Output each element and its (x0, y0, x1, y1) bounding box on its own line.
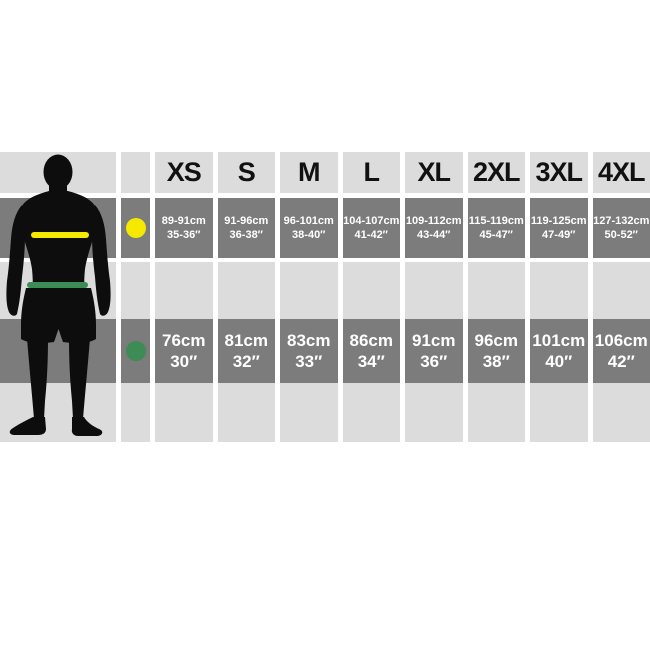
size-header-s: S (217, 152, 275, 193)
spacer-cell (592, 383, 650, 442)
spacer-cell (280, 262, 338, 319)
waist-cell-3xl: 101cm 40″ (530, 319, 588, 383)
waist-cm: 86cm (349, 331, 393, 350)
size-header-l: L (342, 152, 400, 193)
waist-cm: 83cm (287, 331, 331, 350)
chest-cell-xs: 89-91cm 35-36″ (155, 198, 213, 258)
spacer-cell (217, 383, 275, 442)
waist-inches: 32″ (232, 352, 260, 371)
chest-cm: 104-107cm (343, 215, 400, 227)
chest-inches: 50-52″ (604, 229, 638, 241)
waist-cell-l: 86cm 34″ (342, 319, 400, 383)
waist-cm: 96cm (474, 331, 518, 350)
chest-cell-4xl: 127-132cm 50-52″ (592, 198, 650, 258)
waist-marker-icon (125, 341, 146, 361)
spacer-row (0, 262, 650, 319)
chest-cell-l: 104-107cm 41-42″ (342, 198, 400, 258)
chest-cm: 91-96cm (224, 215, 269, 227)
chest-cm: 115-119cm (468, 215, 524, 227)
chest-inches: 38-40″ (292, 229, 326, 241)
size-header-row: XS S M L XL 2XL 3XL 4XL (0, 152, 650, 193)
chest-cell-m: 96-101cm 38-40″ (280, 198, 338, 258)
chest-cm: 109-112cm (405, 215, 462, 227)
spacer-cell (530, 383, 588, 442)
chest-inches: 41-42″ (354, 229, 388, 241)
waist-cm: 81cm (224, 331, 268, 350)
spacer-cell (405, 262, 463, 319)
chest-inches: 36-38″ (229, 229, 263, 241)
spacer-cell (155, 262, 213, 319)
figure-panel-mid (0, 262, 116, 319)
waist-cm: 76cm (162, 331, 206, 350)
waist-cell-s: 81cm 32″ (217, 319, 275, 383)
chest-inches: 47-49″ (542, 229, 576, 241)
waist-cm: 91cm (412, 331, 456, 350)
figure-panel-chest-band (0, 198, 116, 258)
spacer-cell (155, 383, 213, 442)
waist-cell-xl: 91cm 36″ (405, 319, 463, 383)
chest-marker-icon (125, 218, 146, 238)
chest-inches: 45-47″ (479, 229, 513, 241)
waist-inches: 34″ (357, 352, 385, 371)
waist-inches: 42″ (607, 352, 635, 371)
chest-cell-3xl: 119-125cm 47-49″ (530, 198, 588, 258)
size-header-4xl: 4XL (592, 152, 650, 193)
chest-cell-s: 91-96cm 36-38″ (217, 198, 275, 258)
chest-cm: 127-132cm (593, 215, 650, 227)
spacer-cell (592, 262, 650, 319)
waist-cell-xs: 76cm 30″ (155, 319, 213, 383)
waist-inches: 40″ (545, 352, 573, 371)
chest-cell-xl: 109-112cm 43-44″ (405, 198, 463, 258)
waist-cell-4xl: 106cm 42″ (592, 319, 650, 383)
marker-column-mid (121, 262, 150, 319)
figure-panel-header (0, 152, 116, 193)
size-header-xl: XL (405, 152, 463, 193)
size-header-3xl: 3XL (530, 152, 588, 193)
chest-cell-2xl: 115-119cm 45-47″ (467, 198, 525, 258)
waist-inches: 30″ (170, 352, 198, 371)
spacer-cell (467, 383, 525, 442)
spacer-cell (342, 383, 400, 442)
waist-inches: 38″ (482, 352, 510, 371)
spacer-cell (342, 262, 400, 319)
marker-column-bottom (121, 383, 150, 442)
spacer-cell (467, 262, 525, 319)
chest-cm: 89-91cm (161, 215, 206, 227)
figure-panel-bottom (0, 383, 116, 442)
waist-inches: 36″ (420, 352, 448, 371)
spacer-cell (280, 383, 338, 442)
size-header-m: M (280, 152, 338, 193)
chest-marker-cell (121, 198, 150, 258)
chest-cm: 96-101cm (283, 215, 334, 227)
waist-cell-2xl: 96cm 38″ (467, 319, 525, 383)
chest-inches: 43-44″ (417, 229, 451, 241)
waist-marker-cell (121, 319, 150, 383)
size-header-2xl: 2XL (467, 152, 525, 193)
spacer-cell (405, 383, 463, 442)
chest-inches: 35-36″ (167, 229, 201, 241)
figure-panel-waist-band (0, 319, 116, 383)
waist-measurement-row: 76cm 30″ 81cm 32″ 83cm 33″ 86cm 34″ 91cm… (0, 319, 650, 383)
size-chart: XS S M L XL 2XL 3XL 4XL 89-91cm 35-36″ 9… (0, 152, 650, 442)
waist-cell-m: 83cm 33″ (280, 319, 338, 383)
spacer-cell (530, 262, 588, 319)
spacer-row (0, 383, 650, 442)
waist-cm: 106cm (594, 331, 648, 350)
marker-column-header (121, 152, 150, 193)
chest-measurement-row: 89-91cm 35-36″ 91-96cm 36-38″ 96-101cm 3… (0, 198, 650, 258)
waist-cm: 101cm (532, 331, 586, 350)
chest-cm: 119-125cm (530, 215, 587, 227)
spacer-cell (217, 262, 275, 319)
size-header-xs: XS (155, 152, 213, 193)
waist-inches: 33″ (295, 352, 323, 371)
